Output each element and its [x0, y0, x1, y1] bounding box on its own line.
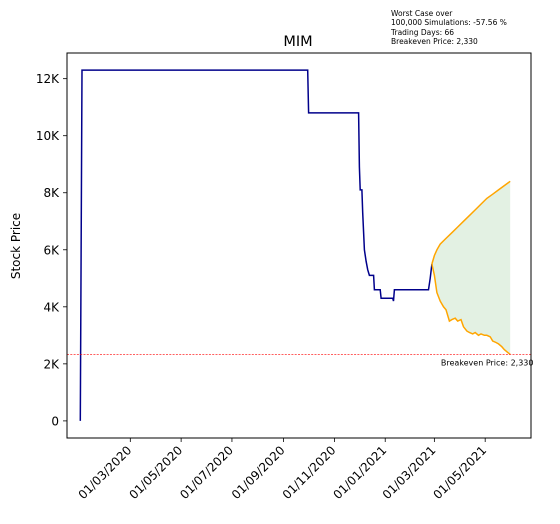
y-tick-label: 10K: [36, 129, 60, 143]
plot-frame: [66, 52, 532, 439]
breakeven-layer: Breakeven Price: 2,330: [67, 354, 533, 367]
annotation-line-2: 100,000 Simulations: -57.56 %: [391, 18, 507, 28]
y-tick-label: 8K: [43, 186, 60, 200]
y-tick-label: 2K: [43, 357, 60, 371]
y-axis-label: Stock Price: [9, 213, 23, 279]
annotation-line-1: Worst Case over: [391, 9, 453, 18]
historical-price-line: [79, 69, 433, 421]
forecast-band-layer: [431, 181, 511, 355]
annotation-line-4: Breakeven Price: 2,330: [391, 36, 478, 46]
upper-simulation-line: [431, 180, 511, 265]
y-tick-label: 6K: [43, 243, 60, 257]
simulation-summary: Worst Case over 100,000 Simulations: -57…: [391, 9, 507, 46]
y-tick-label: 12K: [36, 72, 60, 86]
y-axis: 0 2K 4K 6K 8K 10K 12K: [36, 72, 67, 428]
y-tick-label: 4K: [43, 300, 60, 314]
y-tick-label: 0: [51, 414, 59, 428]
chart-title: MIM: [283, 34, 312, 50]
breakeven-label: Breakeven Price: 2,330: [441, 358, 534, 367]
lower-simulation-line: [431, 263, 511, 355]
series-layer: [79, 69, 511, 421]
annotation-line-3: Trading Days: 66: [391, 27, 455, 37]
forecast-band: [431, 181, 511, 355]
